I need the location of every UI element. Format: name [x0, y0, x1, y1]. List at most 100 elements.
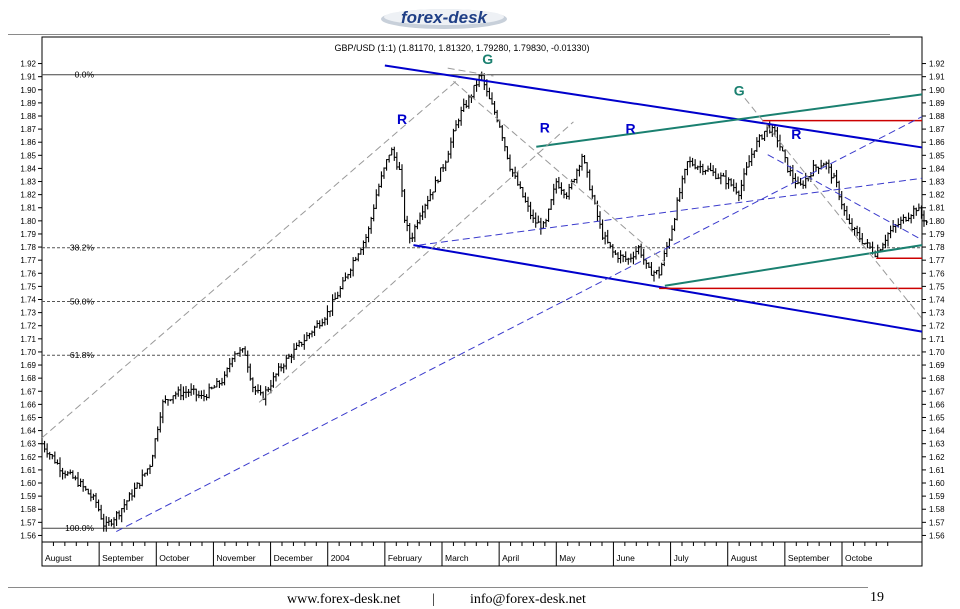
y-tick-label-right: 1.71 — [929, 335, 945, 344]
y-tick-label-right: 1.60 — [929, 479, 945, 488]
y-tick-label-left: 1.58 — [20, 505, 36, 514]
trendline-dashed — [258, 121, 574, 403]
y-tick-label-left: 1.89 — [20, 99, 36, 108]
y-tick-label-left: 1.73 — [20, 309, 36, 318]
chart-title: GBP/USD (1:1) (1.81170, 1.81320, 1.79280… — [334, 43, 589, 53]
y-tick-label-left: 1.80 — [20, 217, 36, 226]
x-tick-label: November — [216, 553, 255, 563]
y-tick-label-right: 1.73 — [929, 309, 945, 318]
annotation-label: G — [482, 51, 493, 67]
y-tick-label-right: 1.88 — [929, 112, 945, 121]
price-chart: GBP/USD (1:1) (1.81170, 1.81320, 1.79280… — [20, 36, 945, 567]
y-tick-label-right: 1.59 — [929, 492, 945, 501]
y-tick-label-left: 1.62 — [20, 453, 36, 462]
y-tick-label-left: 1.91 — [20, 73, 36, 82]
y-tick-label-left: 1.56 — [20, 531, 36, 540]
y-tick-label-left: 1.79 — [20, 230, 36, 239]
fib-level-label: 61.8% — [70, 350, 95, 360]
trendline-dashed — [41, 78, 460, 439]
y-tick-label-left: 1.70 — [20, 348, 36, 357]
x-tick-label: February — [388, 553, 423, 563]
y-tick-label-right: 1.75 — [929, 282, 945, 291]
y-tick-label-left: 1.92 — [20, 60, 36, 69]
footer-divider — [8, 587, 868, 588]
y-tick-label-left: 1.72 — [20, 322, 36, 331]
x-tick-label: July — [674, 553, 690, 563]
y-tick-label-right: 1.89 — [929, 99, 945, 108]
logo-text: forex-desk — [401, 8, 489, 27]
y-tick-label-left: 1.78 — [20, 243, 36, 252]
y-tick-label-right: 1.65 — [929, 413, 945, 422]
x-tick-label: August — [731, 553, 758, 563]
fib-level-label: 100.0% — [65, 523, 94, 533]
y-tick-label-right: 1.85 — [929, 151, 945, 160]
annotation-label: G — [734, 83, 745, 99]
y-tick-label-right: 1.78 — [929, 243, 945, 252]
footer-email-link[interactable]: info@forex-desk.net — [470, 592, 586, 607]
x-tick-label: 2004 — [331, 553, 350, 563]
y-tick-label-left: 1.86 — [20, 138, 36, 147]
y-tick-label-right: 1.87 — [929, 125, 945, 134]
y-tick-label-left: 1.88 — [20, 112, 36, 121]
footer-website-link[interactable]: www.forex-desk.net — [287, 592, 401, 607]
y-tick-label-right: 1.61 — [929, 466, 945, 475]
y-tick-label-right: 1.64 — [929, 427, 945, 436]
y-tick-label-left: 1.84 — [20, 164, 36, 173]
y-tick-label-right: 1.58 — [929, 505, 945, 514]
y-tick-label-left: 1.87 — [20, 125, 36, 134]
y-tick-label-left: 1.75 — [20, 282, 36, 291]
x-tick-label: June — [616, 553, 635, 563]
trendline-dashed — [744, 97, 923, 319]
y-tick-label-right: 1.90 — [929, 86, 945, 95]
y-tick-label-left: 1.60 — [20, 479, 36, 488]
header-divider — [8, 34, 890, 35]
y-tick-label-right: 1.74 — [929, 296, 945, 305]
trendline-solid — [536, 93, 923, 148]
y-tick-label-left: 1.65 — [20, 413, 36, 422]
y-tick-label-right: 1.63 — [929, 440, 945, 449]
y-tick-label-right: 1.92 — [929, 60, 945, 69]
y-tick-label-right: 1.83 — [929, 178, 945, 187]
annotation-label: R — [540, 119, 550, 135]
trendline-solid — [384, 64, 923, 149]
x-tick-label: December — [274, 553, 313, 563]
y-tick-label-right: 1.56 — [929, 531, 945, 540]
y-tick-label-right: 1.86 — [929, 138, 945, 147]
annotation-label: R — [626, 121, 636, 137]
y-tick-label-left: 1.59 — [20, 492, 36, 501]
trendline-dashed — [447, 67, 494, 77]
y-tick-label-left: 1.71 — [20, 335, 36, 344]
y-tick-label-left: 1.61 — [20, 466, 36, 475]
footer-separator: | — [432, 592, 435, 607]
annotation-label: R — [791, 126, 801, 142]
y-tick-label-right: 1.84 — [929, 164, 945, 173]
y-tick-label-left: 1.76 — [20, 269, 36, 278]
y-tick-label-left: 1.63 — [20, 440, 36, 449]
x-tick-label: August — [45, 553, 72, 563]
y-tick-label-left: 1.69 — [20, 361, 36, 370]
fib-level-label: 50.0% — [70, 296, 95, 306]
y-tick-label-left: 1.64 — [20, 427, 36, 436]
y-tick-label-left: 1.82 — [20, 191, 36, 200]
y-tick-label-right: 1.80 — [929, 217, 945, 226]
x-tick-label: September — [788, 553, 830, 563]
y-tick-label-right: 1.62 — [929, 453, 945, 462]
annotation-label: R — [397, 111, 407, 127]
y-tick-label-right: 1.72 — [929, 322, 945, 331]
x-tick-label: May — [559, 553, 576, 563]
x-tick-label: October — [159, 553, 189, 563]
y-tick-label-left: 1.77 — [20, 256, 36, 265]
y-tick-label-right: 1.77 — [929, 256, 945, 265]
y-tick-label-right: 1.67 — [929, 387, 945, 396]
y-tick-label-right: 1.79 — [929, 230, 945, 239]
trendline-dashed — [116, 116, 923, 532]
y-tick-label-right: 1.69 — [929, 361, 945, 370]
y-tick-label-right: 1.68 — [929, 374, 945, 383]
y-tick-label-left: 1.85 — [20, 151, 36, 160]
trendline-solid — [664, 244, 923, 287]
y-tick-label-right: 1.82 — [929, 191, 945, 200]
page-number: 19 — [870, 590, 884, 605]
y-tick-label-left: 1.90 — [20, 86, 36, 95]
y-tick-label-right: 1.91 — [929, 73, 945, 82]
y-tick-label-right: 1.76 — [929, 269, 945, 278]
